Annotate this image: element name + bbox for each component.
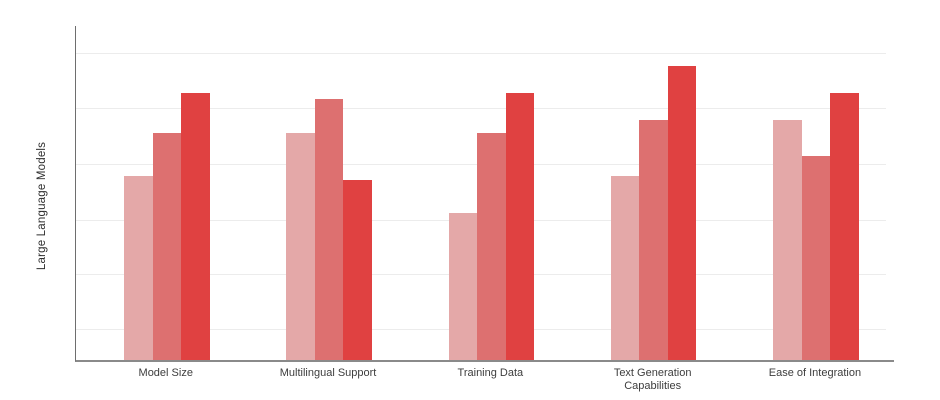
bar-shade-light bbox=[773, 119, 802, 360]
plot-area bbox=[75, 26, 894, 362]
bar-shade-medium bbox=[801, 156, 831, 360]
bar-shade-medium bbox=[314, 99, 344, 360]
y-axis-title: Large Language Models bbox=[36, 141, 48, 271]
bar-shade-medium bbox=[639, 119, 668, 360]
bar-shade-dark bbox=[181, 92, 210, 360]
bar-shade-dark bbox=[505, 92, 535, 360]
bar-shade-medium bbox=[152, 132, 181, 360]
x-axis-label: Ease of Integration bbox=[768, 367, 862, 379]
x-axis-label: Text Generation Capabilities bbox=[613, 367, 692, 392]
bar-group-3 bbox=[448, 92, 535, 360]
bar-shade-light bbox=[286, 132, 315, 360]
bar-shade-dark bbox=[667, 66, 697, 360]
bar-group-4 bbox=[610, 66, 697, 360]
gridline bbox=[76, 108, 886, 110]
bar-group-5 bbox=[773, 92, 859, 360]
bar-shade-medium bbox=[477, 132, 506, 360]
x-axis-label: Multilingual Support bbox=[279, 367, 377, 379]
bar-shade-dark bbox=[343, 179, 372, 360]
x-axis-label: Training Data bbox=[457, 367, 524, 379]
gridline bbox=[76, 52, 886, 54]
bar-shade-light bbox=[448, 213, 478, 360]
bar-group-2 bbox=[286, 99, 372, 360]
bar-shade-light bbox=[610, 176, 640, 360]
x-axis-label: Model Size bbox=[138, 367, 193, 379]
bar-group-1 bbox=[124, 92, 210, 360]
bar-shade-light bbox=[124, 176, 153, 360]
bar-shade-dark bbox=[830, 92, 859, 360]
